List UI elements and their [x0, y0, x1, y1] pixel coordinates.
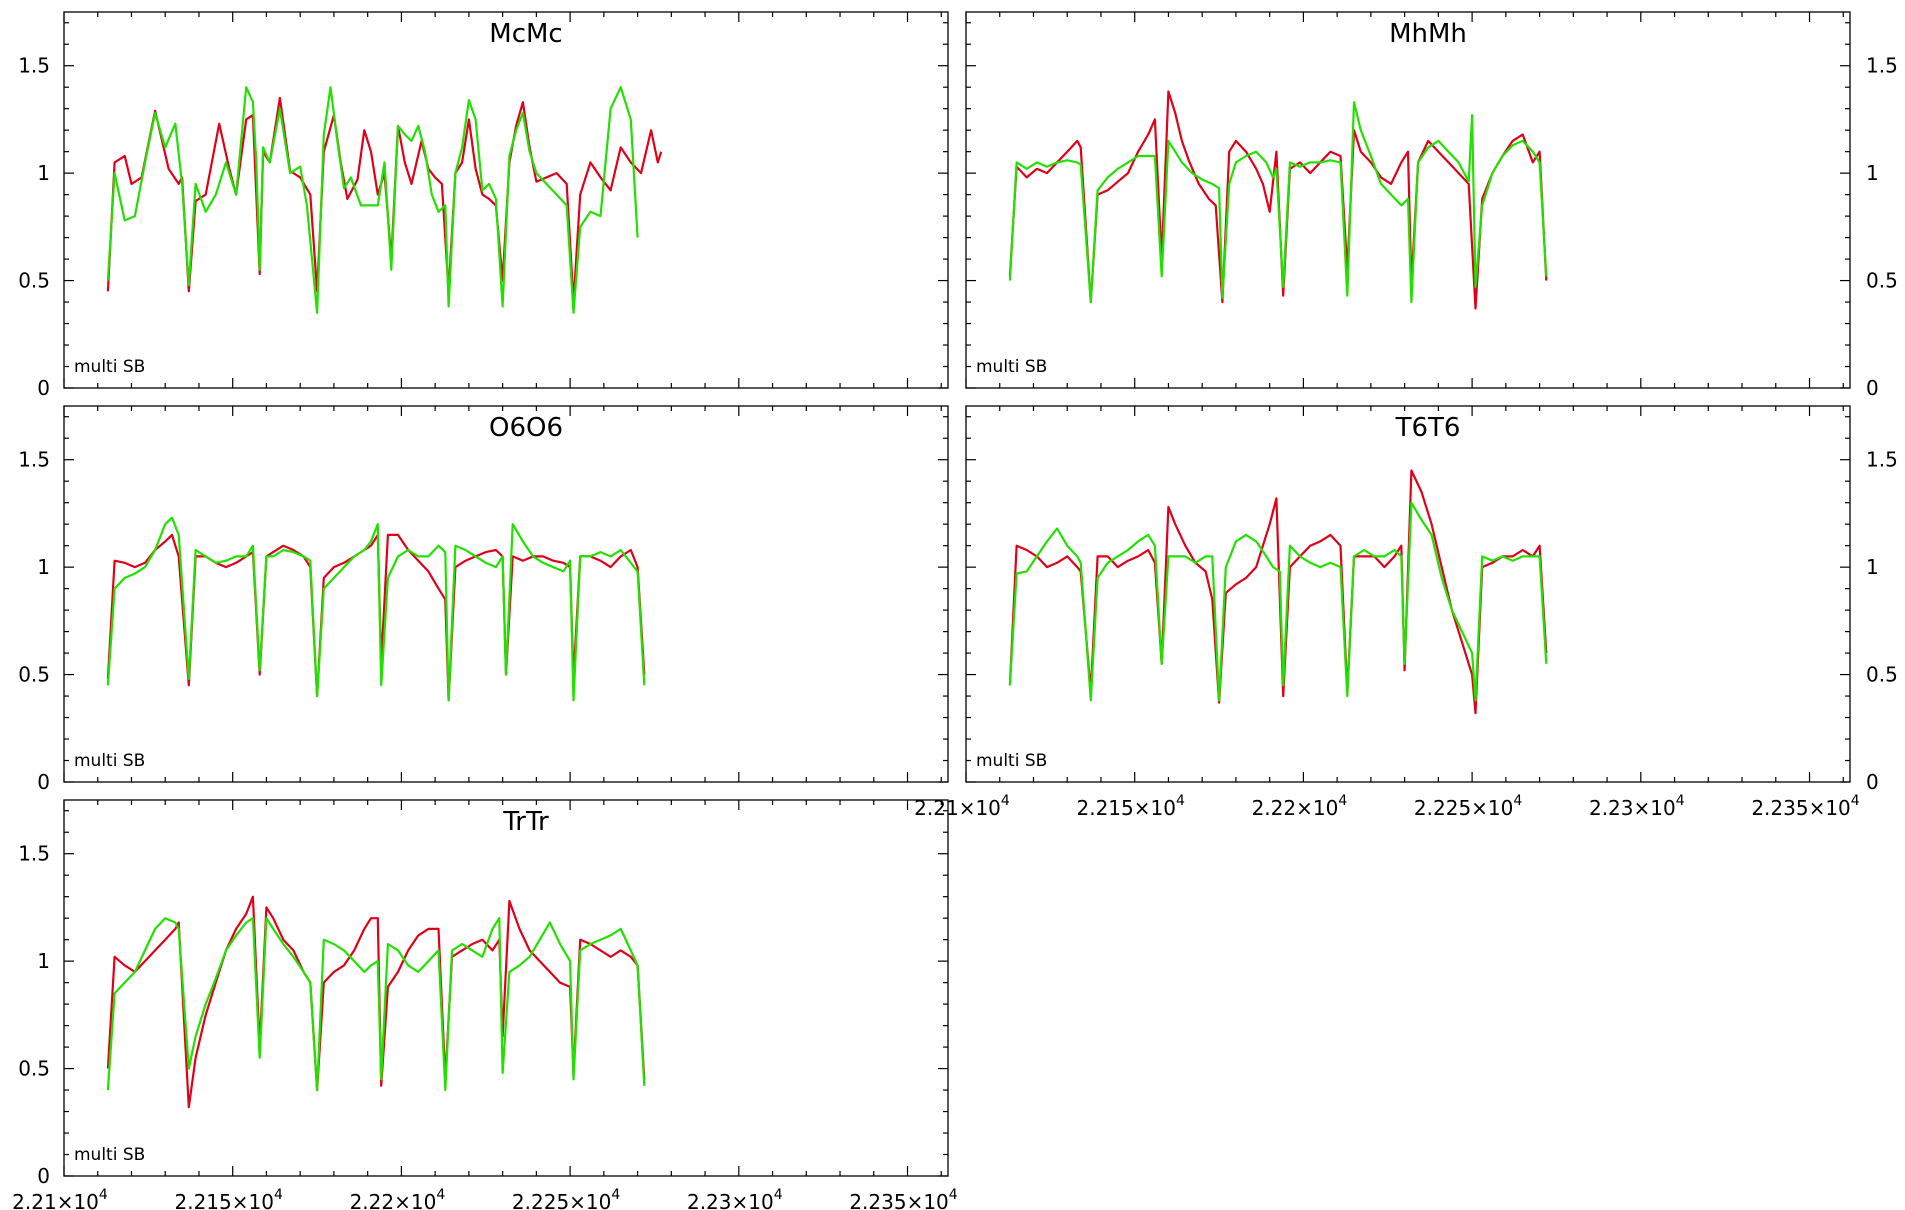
panel-mhmh: 0 0.5 1 1.5 MhMh multi SB	[965, 11, 1898, 400]
series-line-green	[1008, 101, 1548, 304]
y-tick-label: 0.5	[18, 269, 50, 293]
y-tick-label: 0	[37, 770, 50, 794]
x-tick-label: 2.21×104	[12, 1187, 108, 1210]
panel-t6t6: 0 0.5 1 1.5 2.21×104 2.215×104 2.22×104 2.225×1…	[914, 405, 1898, 820]
x-tick-label: 2.215×104	[1077, 793, 1185, 820]
x-tick-label: 2.23×104	[687, 1187, 783, 1210]
plot-frame	[63, 799, 949, 1177]
panel-trtr: 0 0.5 1 1.5 2.21×104 2.215×104 2.22×104 2.225×1…	[12, 799, 958, 1210]
series-line-red	[1008, 90, 1548, 310]
x-tick-label: 2.235×104	[849, 1187, 957, 1210]
series-line-red	[106, 895, 646, 1109]
x-tick-label: 2.225×104	[1414, 793, 1522, 820]
y-tick-label: 1	[37, 949, 50, 973]
x-tick-label: 2.235×104	[1751, 793, 1859, 820]
x-tick-label: 2.22×104	[1252, 793, 1348, 820]
panel-note: multi SB	[74, 357, 145, 377]
series-line-green	[106, 917, 646, 1092]
y-tick-label: 1.5	[1866, 448, 1898, 472]
y-tick-label: 1.5	[1866, 54, 1898, 78]
panel-title: TrTr	[502, 807, 549, 837]
y-tick-label: 0.5	[18, 663, 50, 687]
y-tick-label: 0.5	[18, 1057, 50, 1081]
panel-o6o6: 0 0.5 1 1.5 O6O6 multi SB	[18, 405, 949, 794]
y-tick-label: 1	[37, 555, 50, 579]
panel-title: T6T6	[1395, 413, 1461, 443]
y-tick-label: 1.5	[18, 842, 50, 866]
y-tick-label: 1	[1866, 555, 1879, 579]
y-tick-label: 0.5	[1866, 269, 1898, 293]
y-tick-label: 0	[37, 376, 50, 400]
y-tick-label: 0	[37, 1164, 50, 1188]
x-tick-label: 2.23×104	[1589, 793, 1685, 820]
x-tick-label: 2.225×104	[512, 1187, 620, 1210]
x-tick-label: 2.22×104	[350, 1187, 446, 1210]
panel-note: multi SB	[976, 357, 1047, 377]
panel-note: multi SB	[976, 751, 1047, 771]
panel-note: multi SB	[74, 751, 145, 771]
plot-frame	[63, 11, 949, 389]
plot-frame	[63, 405, 949, 783]
y-tick-label: 1	[1866, 161, 1879, 185]
plot-frame	[965, 11, 1851, 389]
series-line-red	[106, 96, 663, 304]
y-tick-label: 1	[37, 161, 50, 185]
series-line-green	[106, 516, 646, 702]
panel-title: O6O6	[489, 413, 563, 443]
plot-frame	[965, 405, 1851, 783]
series-line-green	[1008, 501, 1548, 702]
y-tick-label: 0	[1866, 770, 1879, 794]
panel-mcmc: 0 0.5 1 1.5 McMc multi SB	[18, 11, 949, 400]
y-tick-label: 1.5	[18, 54, 50, 78]
panel-title: MhMh	[1389, 19, 1467, 49]
panel-title: McMc	[489, 19, 562, 49]
x-tick-label: 2.215×104	[175, 1187, 283, 1210]
series-line-red	[1008, 469, 1548, 715]
x-tick-label: 2.21×104	[914, 793, 1010, 820]
y-tick-label: 1.5	[18, 448, 50, 472]
y-tick-label: 0	[1866, 376, 1879, 400]
panel-note: multi SB	[74, 1145, 145, 1165]
series-line-green	[106, 86, 639, 314]
y-tick-label: 0.5	[1866, 663, 1898, 687]
